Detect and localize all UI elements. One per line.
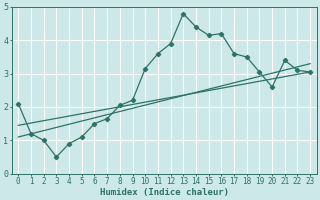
- X-axis label: Humidex (Indice chaleur): Humidex (Indice chaleur): [100, 188, 229, 197]
